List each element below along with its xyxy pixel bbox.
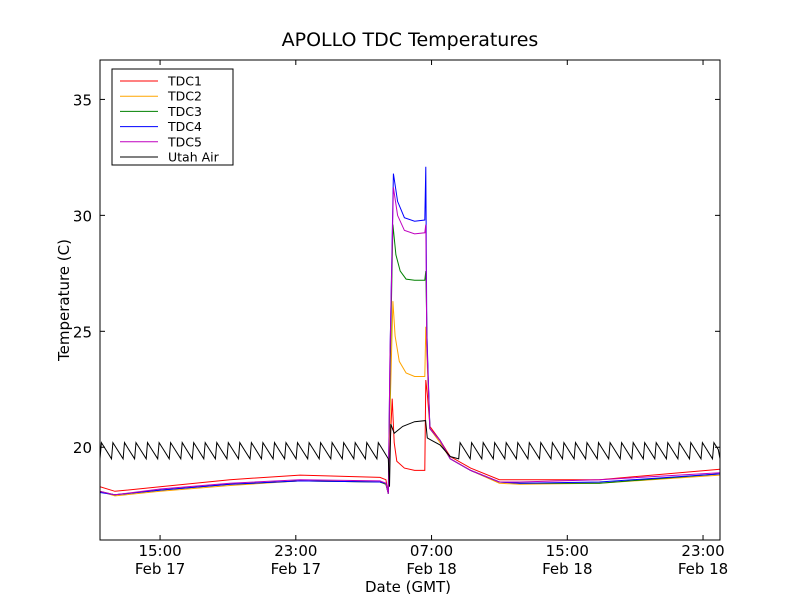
x-tick-label-time: 15:00 bbox=[138, 542, 181, 560]
y-tick-label: 25 bbox=[73, 323, 92, 341]
x-tick-label-date: Feb 17 bbox=[271, 560, 321, 578]
x-tick-label-date: Feb 18 bbox=[542, 560, 592, 578]
chart-title: APOLLO TDC Temperatures bbox=[282, 29, 539, 51]
y-tick-label: 20 bbox=[73, 439, 92, 457]
y-tick-label: 30 bbox=[73, 207, 92, 225]
y-axis-label: Temperature (C) bbox=[55, 239, 73, 362]
legend-label: TDC3 bbox=[167, 104, 202, 119]
x-tick-label-time: 07:00 bbox=[410, 542, 453, 560]
legend-label: TDC2 bbox=[167, 89, 202, 104]
series-line-tdc1 bbox=[100, 379, 720, 494]
x-tick-label-date: Feb 17 bbox=[135, 560, 185, 578]
legend-label: TDC1 bbox=[167, 74, 202, 89]
x-tick-label-time: 23:00 bbox=[681, 542, 724, 560]
legend-label: TDC5 bbox=[167, 134, 202, 149]
plot-frame bbox=[99, 59, 721, 541]
x-tick-label-time: 23:00 bbox=[274, 542, 317, 560]
y-tick-label: 35 bbox=[73, 91, 92, 109]
x-tick-label-date: Feb 18 bbox=[678, 560, 728, 578]
legend-label: Utah Air bbox=[168, 150, 220, 165]
x-tick-label-time: 15:00 bbox=[546, 542, 589, 560]
series-line-utah-air bbox=[100, 420, 720, 487]
x-tick-label-date: Feb 18 bbox=[406, 560, 456, 578]
legend-label: TDC4 bbox=[167, 119, 202, 134]
series-line-tdc2 bbox=[100, 301, 720, 497]
x-axis-label: Date (GMT) bbox=[365, 578, 451, 596]
legend-box bbox=[111, 68, 234, 166]
series-line-tdc5 bbox=[100, 187, 720, 496]
